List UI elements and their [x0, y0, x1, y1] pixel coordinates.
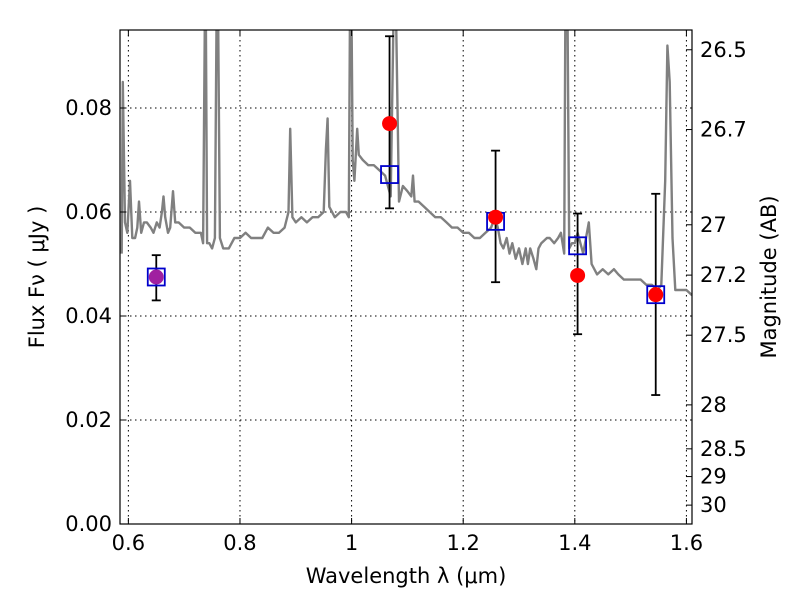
x-tick-labels: 0.6 0.8 1 1.2 1.4 1.6	[112, 531, 703, 555]
right-y-tick-label: 28.5	[700, 437, 747, 461]
model-band-marker	[380, 165, 399, 184]
x-tick-label: 1.6	[670, 531, 703, 555]
y-axis-title: Flux Fν ( μJy )	[25, 206, 49, 349]
right-y-tick-labels: 26.5 26.7 27 27.2 27.5 28 28.5 29 30	[700, 38, 747, 517]
data-markers	[146, 116, 666, 305]
axis-ticks	[120, 30, 692, 525]
observed-flux-marker	[148, 269, 164, 285]
plot-frame	[119, 29, 693, 525]
right-y-tick-label: 26.5	[700, 38, 747, 62]
y-tick-label: 0.00	[65, 512, 112, 536]
right-y-tick-label: 28	[700, 393, 727, 417]
right-y-tick-label: 29	[700, 465, 727, 489]
spectrum-line	[120, 30, 692, 297]
x-tick-label: 1	[345, 531, 358, 555]
right-y-tick-label: 27.5	[700, 323, 747, 347]
right-y-tick-label: 26.7	[700, 118, 747, 142]
error-bars	[151, 35, 661, 396]
observed-flux-marker	[648, 287, 664, 303]
y-tick-labels: 0.00 0.02 0.04 0.06 0.08	[65, 96, 112, 536]
observed-flux-marker	[570, 267, 586, 283]
right-y-tick-label: 27.2	[700, 263, 747, 287]
observed-flux-marker	[488, 209, 504, 225]
x-tick-label: 0.8	[223, 531, 256, 555]
y-tick-label: 0.02	[65, 408, 112, 432]
right-y-axis-title: Magnitude (AB)	[757, 195, 781, 358]
observed-flux-marker	[382, 116, 398, 132]
y-tick-label: 0.08	[65, 96, 112, 120]
model-band-marker	[568, 236, 587, 256]
x-axis-title: Wavelength λ (μm)	[306, 564, 507, 588]
right-y-tick-label: 27	[700, 213, 727, 237]
x-tick-label: 1.4	[558, 531, 591, 555]
y-tick-label: 0.04	[65, 304, 112, 328]
right-y-tick-label: 30	[700, 493, 727, 517]
model-band-marker	[646, 285, 666, 305]
model-spectrum	[120, 30, 692, 297]
x-tick-label: 0.6	[112, 531, 145, 555]
y-tick-label: 0.06	[65, 200, 112, 224]
x-tick-label: 1.2	[446, 531, 479, 555]
model-band-marker	[146, 267, 166, 287]
